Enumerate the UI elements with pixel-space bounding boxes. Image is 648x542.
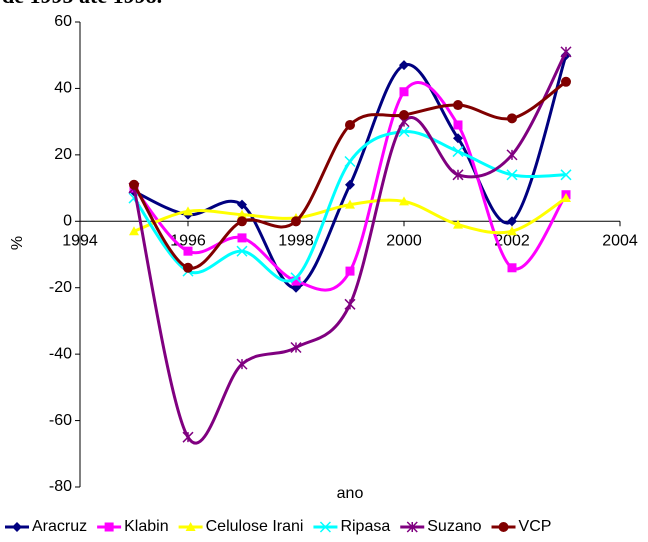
y-tick-label: 60: [54, 13, 72, 30]
marker: [104, 522, 114, 532]
y-tick-label: 40: [54, 80, 72, 97]
marker: [507, 113, 517, 124]
marker: [236, 245, 248, 257]
marker: [561, 76, 571, 87]
x-tick-label: 1994: [62, 233, 98, 250]
y-axis-label: %: [9, 236, 26, 250]
marker: [237, 199, 247, 210]
marker: [507, 263, 517, 273]
y-tick-label: -20: [49, 279, 72, 296]
marker: [290, 341, 302, 354]
marker: [506, 149, 518, 161]
x-tick-label: 2004: [602, 233, 638, 250]
y-tick-label: 0: [63, 213, 72, 230]
legend-label: Celulose Irani: [206, 518, 304, 535]
marker: [453, 219, 463, 229]
marker: [560, 46, 572, 58]
y-tick-label: 20: [54, 146, 72, 163]
marker: [344, 298, 356, 310]
marker: [185, 522, 196, 531]
marker: [345, 199, 355, 209]
legend-item: VCP: [491, 518, 552, 535]
marker: [452, 169, 464, 181]
marker: [290, 272, 302, 284]
marker: [129, 226, 139, 236]
y-tick-label: -60: [49, 412, 72, 429]
marker: [399, 87, 409, 97]
y-tick-label: -80: [49, 478, 72, 495]
marker: [399, 196, 409, 206]
marker: [319, 521, 331, 533]
marker: [237, 209, 247, 219]
marker: [12, 522, 22, 532]
series-line: [132, 81, 568, 292]
series-line: [132, 80, 567, 270]
legend-label: VCP: [519, 518, 552, 535]
y-tick-label: -40: [49, 345, 72, 362]
marker: [344, 155, 356, 168]
x-tick-label: 2000: [386, 233, 422, 250]
marker: [399, 110, 409, 120]
marker: [507, 216, 517, 227]
marker: [507, 226, 517, 236]
marker: [237, 216, 247, 227]
marker: [561, 193, 571, 203]
marker: [452, 146, 464, 158]
marker: [345, 266, 355, 276]
chart-title: de 1995 até 1998.: [2, 0, 162, 8]
marker: [506, 169, 518, 181]
legend-item: Celulose Irani: [178, 518, 304, 535]
marker: [498, 522, 509, 532]
marker: [406, 521, 418, 533]
legend-label: Aracruz: [32, 518, 87, 535]
legend-item: Aracruz: [5, 518, 87, 535]
marker: [560, 169, 572, 181]
x-tick-label: 2002: [494, 233, 530, 250]
legend-item: Ripasa: [313, 518, 390, 535]
x-axis-label: ano: [337, 485, 364, 502]
marker: [183, 246, 193, 256]
legend-item: Klabin: [97, 518, 169, 535]
marker: [291, 276, 301, 286]
marker: [291, 216, 301, 227]
marker: [237, 233, 247, 243]
marker: [399, 60, 409, 71]
marker: [345, 179, 355, 190]
marker: [182, 431, 194, 443]
marker: [129, 179, 139, 190]
marker: [183, 206, 193, 216]
legend-label: Suzano: [427, 518, 481, 535]
legend-label: Klabin: [124, 518, 168, 535]
marker: [453, 100, 463, 111]
marker: [453, 120, 463, 130]
marker: [453, 133, 463, 144]
legend-label: Ripasa: [340, 518, 390, 535]
series-line: [132, 130, 567, 283]
legend-item: Suzano: [400, 518, 482, 535]
marker: [183, 262, 193, 273]
marker: [236, 358, 248, 370]
x-tick-label: 1998: [278, 233, 314, 250]
marker: [345, 119, 355, 130]
